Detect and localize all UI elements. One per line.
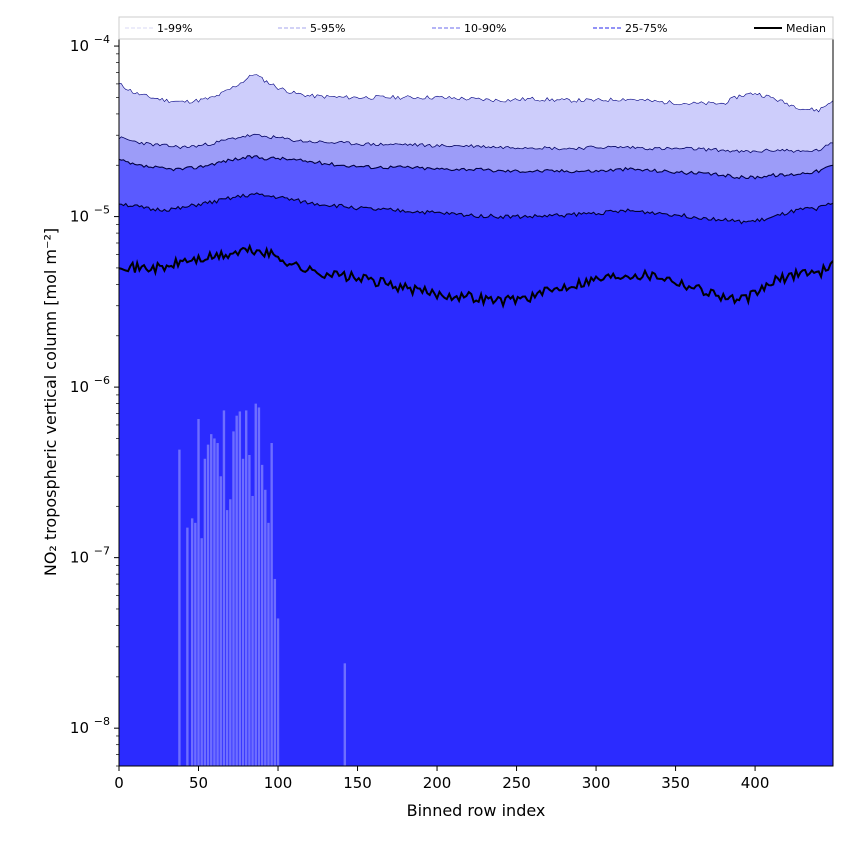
lower-percentile-spike <box>276 618 280 766</box>
lower-percentile-spike <box>197 419 200 766</box>
lower-percentile-spike <box>260 464 264 766</box>
lower-percentile-spike <box>216 443 219 766</box>
lower-percentile-spike <box>213 438 216 766</box>
line-p90 <box>119 133 833 154</box>
lower-percentile-spike <box>264 489 267 766</box>
y-tick-label-exponent: −5 <box>94 204 110 217</box>
lower-percentile-spike <box>222 410 226 766</box>
y-tick-label-exponent: −8 <box>94 715 110 728</box>
lower-percentile-spike <box>203 458 207 766</box>
lower-percentile-spike <box>273 578 277 766</box>
y-tick-label-exponent: −4 <box>94 33 110 46</box>
lower-percentile-spike <box>190 518 194 766</box>
band-lower <box>119 192 833 766</box>
lower-percentile-spike <box>194 522 197 766</box>
lower-percentile-spike <box>229 499 232 766</box>
lower-percentile-spike <box>257 407 261 766</box>
legend-label: 5-95% <box>310 22 345 35</box>
x-tick-label: 400 <box>741 774 770 792</box>
lower-percentile-spike <box>248 454 251 766</box>
lower-percentile-spike <box>225 510 229 766</box>
lower-percentile-spike <box>241 458 245 766</box>
y-tick-label: 10 <box>70 208 89 226</box>
legend-label: 10-90% <box>464 22 506 35</box>
y-axis-label: NO₂ tropospheric vertical column [mol m⁻… <box>41 228 60 576</box>
line-p75 <box>119 155 833 180</box>
lower-percentile-spike <box>178 449 181 766</box>
legend: 1-99% 5-95% 10-90% 25-75% Median <box>118 16 834 40</box>
legend-frame <box>118 16 834 40</box>
lower-percentile-spike <box>219 476 222 766</box>
lower-percentile-spike <box>267 522 270 766</box>
lower-percentile-spike <box>235 415 238 766</box>
y-tick-label-exponent: −7 <box>94 545 110 558</box>
lower-percentile-spike <box>232 431 235 766</box>
x-tick-label: 350 <box>661 774 690 792</box>
x-tick-label: 50 <box>189 774 208 792</box>
legend-label: 1-99% <box>157 22 192 35</box>
y-tick-label: 10 <box>70 719 89 737</box>
lower-percentile-spike <box>200 538 203 766</box>
lower-percentile-spike <box>238 411 242 766</box>
legend-label: 25-75% <box>625 22 667 35</box>
x-tick-label: 200 <box>423 774 452 792</box>
x-tick-label: 100 <box>264 774 293 792</box>
lower-percentile-spike <box>251 495 254 766</box>
lower-percentile-spike <box>270 443 273 766</box>
lower-percentile-spike <box>210 434 213 766</box>
x-tick-label: 150 <box>343 774 372 792</box>
x-axis-label: Binned row index <box>407 801 546 820</box>
legend-label: Median <box>786 22 826 35</box>
y-tick-label: 10 <box>70 378 89 396</box>
lower-percentile-spike <box>245 410 248 766</box>
x-tick-label: 250 <box>502 774 531 792</box>
lower-percentile-spike <box>343 663 347 766</box>
x-tick-label: 300 <box>582 774 611 792</box>
y-tick-label: 10 <box>70 37 89 55</box>
line-p95 <box>119 74 833 113</box>
line-median <box>119 243 833 309</box>
lower-percentile-spike <box>186 527 189 766</box>
y-tick-label: 10 <box>70 549 89 567</box>
line-p25 <box>119 192 833 225</box>
x-tick-label: 0 <box>114 774 124 792</box>
y-tick-label-exponent: −6 <box>94 374 110 387</box>
lower-percentile-spike <box>254 403 257 766</box>
lower-percentile-spike <box>206 444 210 766</box>
